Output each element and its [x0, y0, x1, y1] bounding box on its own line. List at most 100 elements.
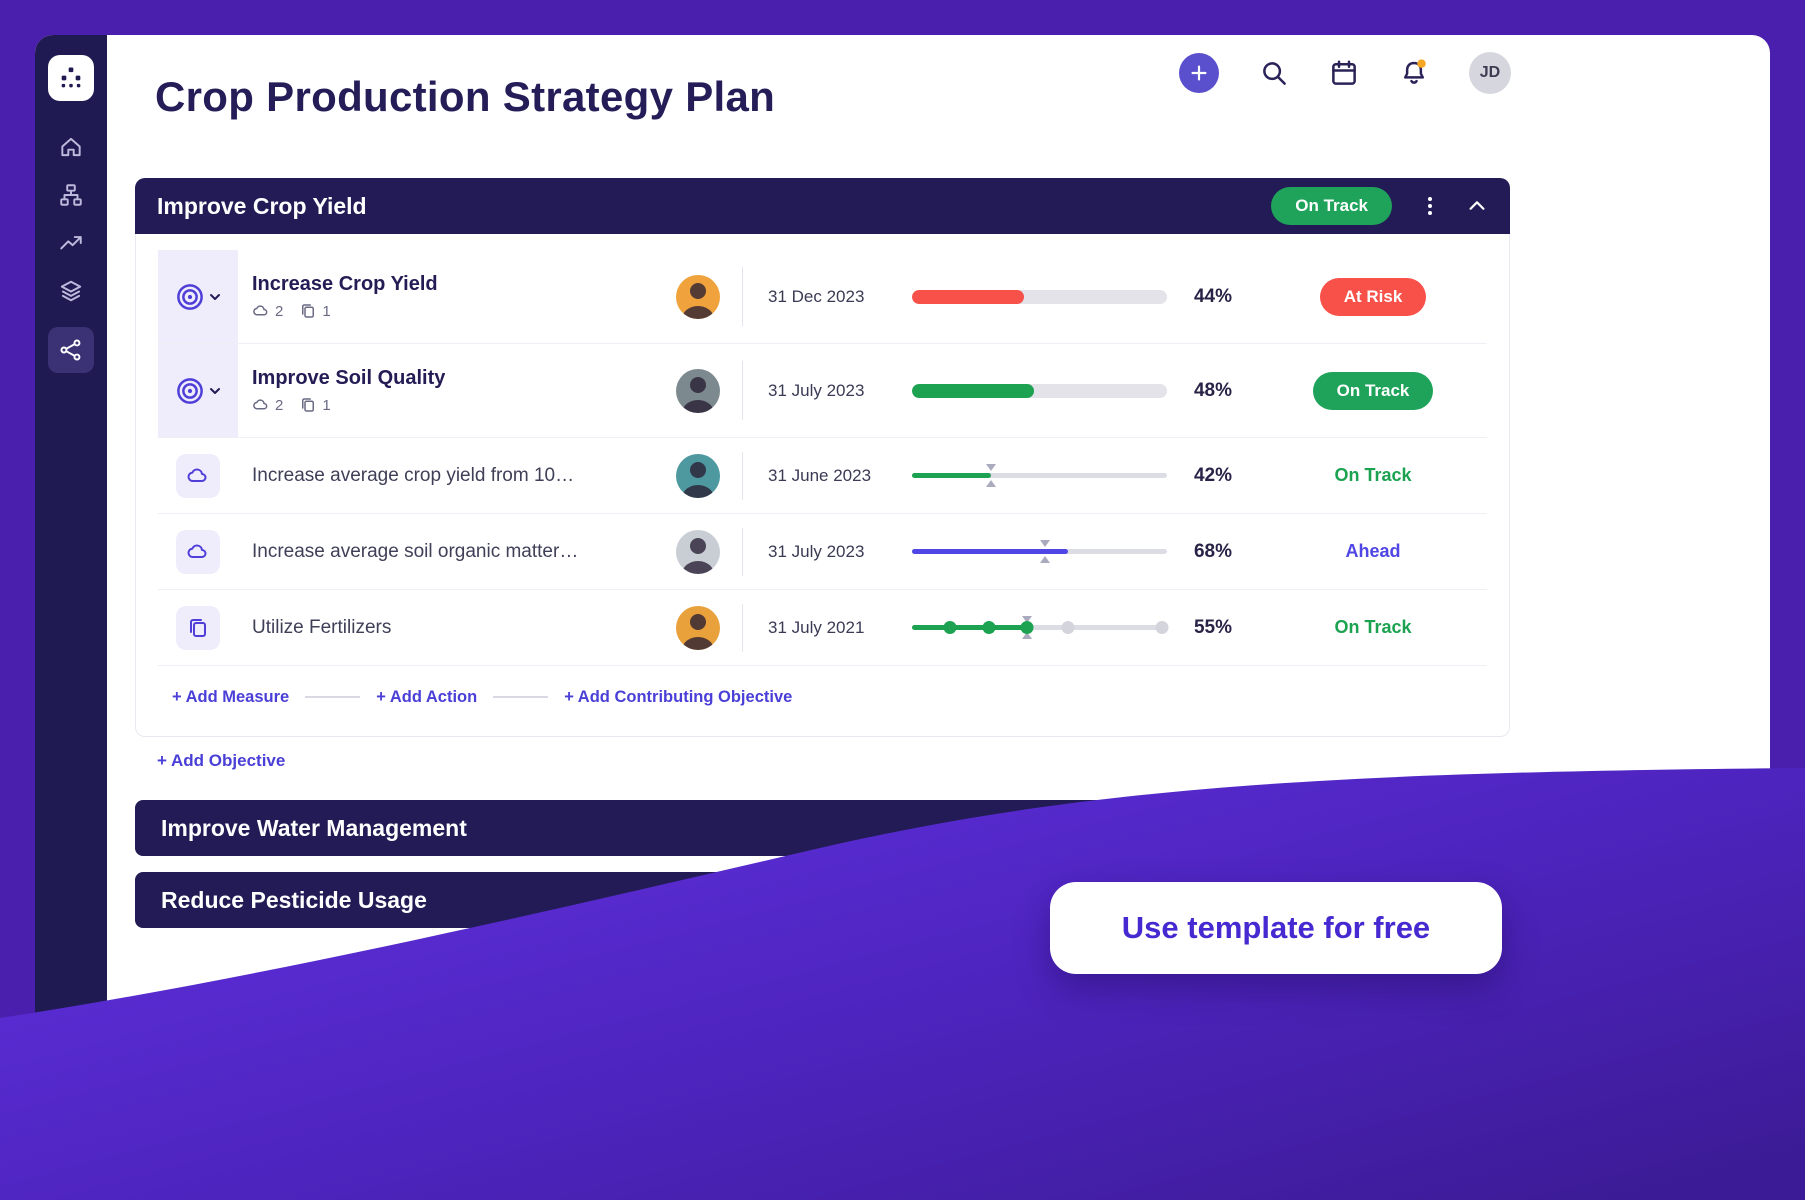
progress-cell — [912, 590, 1169, 665]
use-template-button[interactable]: Use template for free — [1050, 882, 1502, 974]
home-icon[interactable] — [58, 134, 84, 160]
objective-icon-block — [158, 250, 238, 343]
calendar-icon[interactable] — [1329, 58, 1359, 88]
notifications-button[interactable] — [1399, 58, 1429, 88]
plus-icon — [1191, 65, 1207, 81]
app-window: Crop Production Strategy Plan JD Imp — [35, 35, 1770, 1165]
due-date: 31 July 2023 — [742, 514, 912, 589]
section-water-management[interactable]: Improve Water Management — [135, 800, 1510, 856]
status-text: Ahead — [1345, 541, 1401, 561]
measure-count-icon — [253, 305, 268, 316]
progress-percent: 44% — [1193, 285, 1233, 307]
group-status-badge[interactable]: On Track — [1271, 187, 1392, 225]
measure-count-icon — [253, 399, 268, 410]
progress-line-milestones — [912, 615, 1169, 639]
progress-percent: 48% — [1193, 379, 1233, 401]
add-measure-link[interactable]: + Add Measure — [172, 687, 290, 706]
due-date: 31 June 2023 — [742, 438, 912, 513]
person-silhouette-icon — [682, 537, 714, 574]
progress-cell — [912, 344, 1167, 437]
action-row[interactable]: Utilize Fertilizers 31 July 2021 55% On … — [158, 590, 1487, 666]
objective-icon-block — [158, 344, 238, 437]
assignee-avatar[interactable] — [676, 453, 720, 498]
measure-row[interactable]: Increase average crop yield from 10… 31 … — [158, 438, 1487, 514]
user-avatar[interactable]: JD — [1469, 52, 1511, 94]
card-footer: + Add Measure + Add Action + Add Contrib… — [172, 666, 1487, 728]
link-separator — [305, 696, 361, 698]
bell-icon — [1404, 59, 1426, 84]
cloud-measure-icon — [187, 544, 207, 558]
row-title: Improve Soil Quality — [252, 367, 446, 389]
sidebar-item-network-active[interactable] — [48, 327, 94, 373]
status-badge[interactable]: On Track — [1312, 371, 1434, 410]
layers-icon[interactable] — [58, 278, 84, 304]
measure-icon-box — [176, 453, 220, 498]
action-count-icon — [302, 304, 315, 318]
progress-cell — [912, 514, 1167, 589]
assignee-avatar[interactable] — [676, 274, 720, 319]
status-text: On Track — [1334, 465, 1412, 485]
progress-percent: 42% — [1193, 464, 1233, 486]
progress-percent: 55% — [1193, 616, 1233, 638]
search-icon[interactable] — [1259, 58, 1289, 88]
status-badge[interactable]: At Risk — [1319, 277, 1427, 316]
progress-percent: 68% — [1193, 540, 1233, 562]
trend-icon[interactable] — [58, 230, 84, 256]
due-date: 31 Dec 2023 — [742, 250, 912, 343]
row-title: Increase Crop Yield — [252, 273, 438, 295]
assignee-avatar[interactable] — [676, 529, 720, 574]
assignee-avatar[interactable] — [676, 368, 720, 413]
person-silhouette-icon — [682, 282, 714, 319]
milestone-dot — [1155, 621, 1169, 634]
kebab-menu-icon[interactable] — [1418, 194, 1442, 218]
objective-row[interactable]: Improve Soil Quality 2 1 31 July 2023 48… — [158, 344, 1487, 438]
add-action-link[interactable]: + Add Action — [376, 687, 478, 706]
objective-group-header[interactable]: Improve Crop Yield On Track — [135, 178, 1510, 234]
progress-cell — [912, 250, 1167, 343]
objective-group-title: Improve Crop Yield — [157, 192, 367, 219]
measure-row[interactable]: Increase average soil organic matter… 31… — [158, 514, 1487, 590]
app-logo[interactable] — [48, 55, 94, 101]
progress-line — [912, 539, 1167, 563]
progress-bar — [912, 289, 1167, 304]
progress-bar — [912, 383, 1167, 398]
page-title: Crop Production Strategy Plan — [155, 73, 776, 120]
milestone-dot — [982, 621, 995, 634]
due-date: 31 July 2023 — [742, 344, 912, 437]
assignee-avatar[interactable] — [676, 605, 720, 650]
add-button[interactable] — [1179, 53, 1219, 93]
measure-count: 2 — [275, 396, 284, 414]
row-counts: 2 1 — [252, 302, 331, 320]
person-silhouette-icon — [682, 613, 714, 650]
topbar: JD — [1179, 51, 1511, 95]
action-count: 1 — [322, 302, 331, 320]
status-text: On Track — [1334, 617, 1412, 637]
collapse-chevron-icon[interactable] — [1466, 195, 1488, 217]
progress-line — [912, 463, 1167, 487]
milestone-dot — [1020, 621, 1034, 634]
action-doc-icon — [190, 618, 206, 637]
person-silhouette-icon — [682, 376, 714, 413]
chevron-down-icon[interactable] — [209, 385, 221, 397]
measure-count: 2 — [275, 302, 284, 320]
person-silhouette-icon — [682, 461, 714, 498]
objective-row[interactable]: Increase Crop Yield 2 1 31 Dec 2023 44% — [158, 250, 1487, 344]
due-date: 31 July 2021 — [742, 590, 912, 665]
action-count-icon — [302, 398, 315, 412]
hierarchy-icon[interactable] — [58, 182, 84, 208]
notification-dot — [1417, 59, 1426, 68]
add-contributing-objective-link[interactable]: + Add Contributing Objective — [564, 687, 793, 706]
add-objective-link[interactable]: + Add Objective — [157, 751, 286, 770]
objective-group-card: Improve Crop Yield On Track — [135, 178, 1510, 737]
progress-cell — [912, 438, 1167, 513]
logo-pattern-icon — [61, 67, 81, 88]
action-icon-box — [176, 605, 220, 650]
link-separator — [493, 696, 549, 698]
target-icon — [177, 377, 203, 404]
objective-group-body: Increase Crop Yield 2 1 31 Dec 2023 44% — [135, 234, 1510, 737]
cloud-measure-icon — [187, 468, 207, 482]
row-title: Increase average soil organic matter… — [252, 540, 579, 562]
chevron-down-icon[interactable] — [209, 291, 221, 303]
row-title: Utilize Fertilizers — [252, 616, 392, 638]
